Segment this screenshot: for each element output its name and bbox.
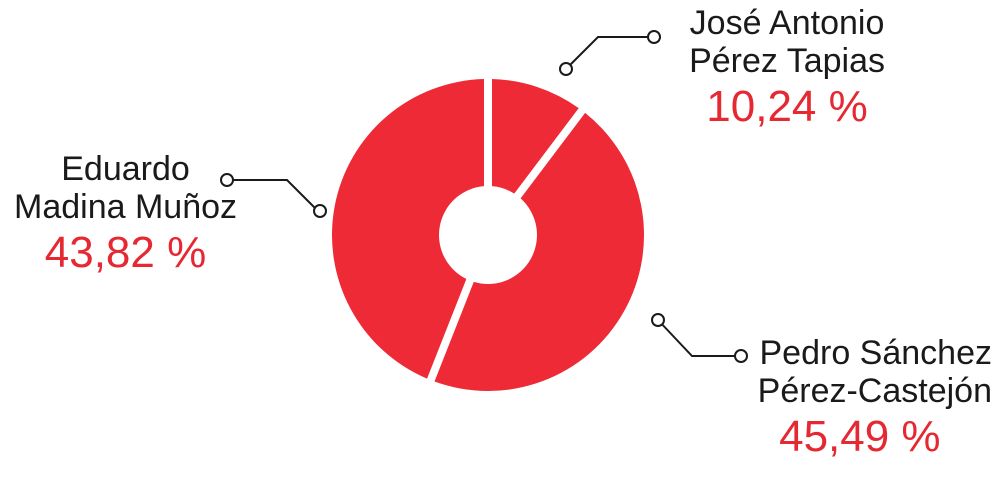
slice-perez-tapias <box>491 79 579 194</box>
leader-end-circle <box>734 349 748 363</box>
slice-name-line: Madina Muñoz <box>14 188 238 227</box>
leader-lines <box>220 30 748 363</box>
leader-end-circle <box>220 173 234 187</box>
slice-name-line: Pérez Tapias <box>689 42 885 81</box>
leader-end-circle <box>651 313 665 327</box>
slice-name-line: Pedro Sánchez <box>759 334 993 372</box>
slice-value-label: 45,49 % <box>779 412 941 462</box>
leader-end-circle <box>647 30 661 44</box>
slice-name-line: Eduardo <box>61 150 190 188</box>
slice-label-madina: Eduardo Madina Muñoz 43,82 % <box>14 150 237 277</box>
leader-perez-tapias <box>565 36 648 70</box>
leader-madina <box>233 179 317 210</box>
slice-name-line: José Antonio <box>689 4 885 42</box>
slice-value-label: 43,82 % <box>44 228 207 278</box>
leader-sanchez <box>657 319 735 357</box>
slice-sanchez <box>434 112 644 392</box>
slice-name-line: Pérez-Castejón <box>757 372 992 411</box>
leader-end-circle <box>559 62 573 76</box>
leader-end-circle <box>313 204 327 218</box>
donut-slices <box>331 79 644 392</box>
slice-madina <box>331 79 485 379</box>
slice-label-perez-tapias: José Antonio Pérez Tapias 10,24 % <box>689 4 885 131</box>
slice-value-label: 10,24 % <box>706 82 868 132</box>
slice-label-sanchez: Pedro Sánchez Pérez-Castejón 45,49 % <box>758 334 992 461</box>
